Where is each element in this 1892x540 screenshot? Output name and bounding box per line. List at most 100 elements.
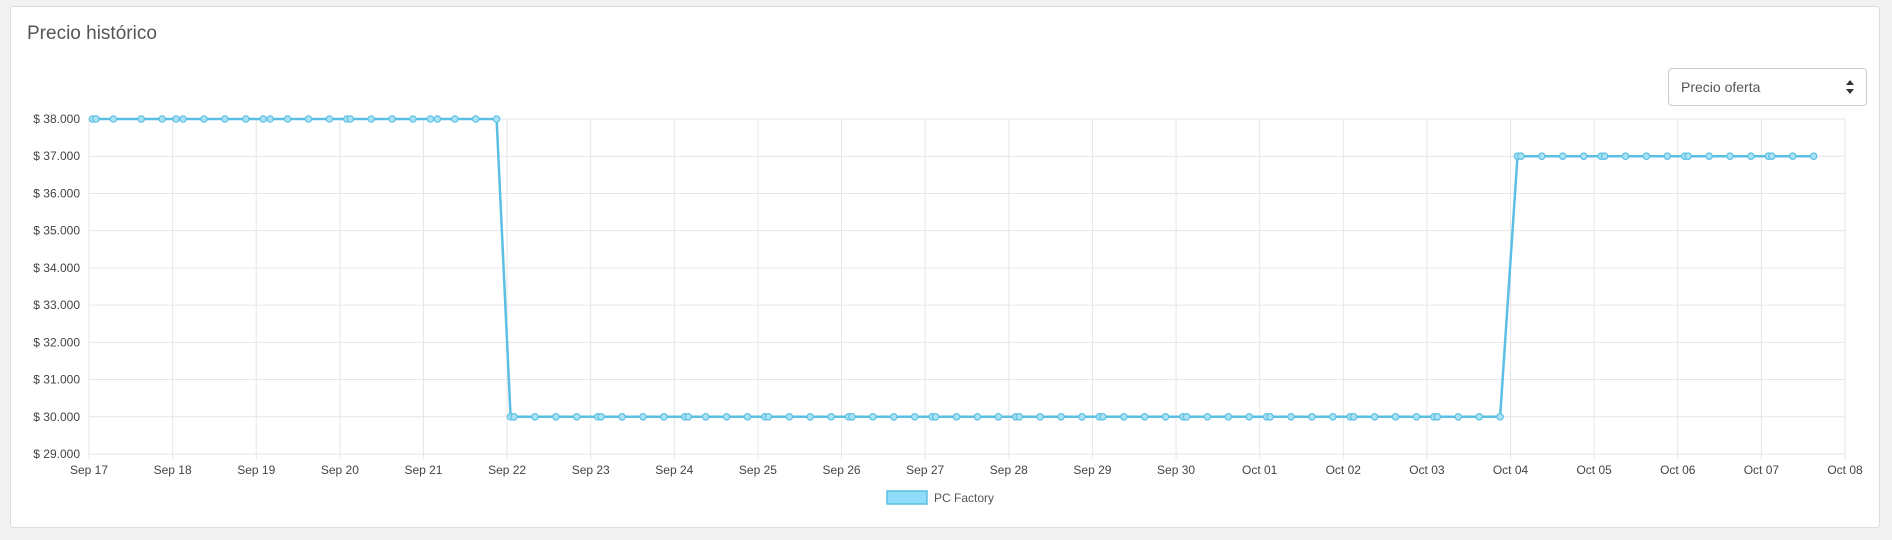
legend-label: PC Factory — [934, 491, 994, 505]
data-point — [1057, 412, 1065, 421]
data-point — [1036, 412, 1044, 421]
x-tick-label: Oct 02 — [1326, 463, 1362, 477]
data-point — [1140, 412, 1149, 421]
data-point — [388, 115, 396, 123]
panel-title: Precio histórico — [27, 23, 157, 44]
x-tick-label: Oct 01 — [1242, 463, 1278, 477]
data-point — [426, 115, 435, 123]
x-tick-label: Sep 27 — [906, 463, 944, 477]
x-tick-label: Oct 03 — [1409, 463, 1445, 477]
data-point — [367, 115, 376, 123]
x-tick-label: Sep 19 — [237, 463, 275, 477]
data-point — [1726, 152, 1734, 161]
data-point — [701, 412, 710, 421]
y-tick-label: $ 33.000 — [33, 298, 80, 312]
data-point — [1329, 412, 1337, 421]
data-point — [1684, 152, 1693, 161]
data-point — [471, 115, 480, 123]
data-point — [1287, 412, 1295, 421]
x-tick-label: Oct 07 — [1744, 463, 1780, 477]
data-point — [1454, 412, 1463, 421]
data-point — [92, 115, 100, 123]
x-tick-label: Sep 26 — [823, 463, 861, 477]
data-point — [259, 115, 268, 123]
y-tick-label: $ 38.000 — [33, 112, 80, 126]
x-tick-label: Sep 21 — [404, 463, 442, 477]
price-type-select[interactable]: Precio oferta — [1668, 68, 1867, 106]
data-point — [1579, 152, 1588, 161]
data-point — [325, 115, 334, 123]
data-point — [1182, 412, 1191, 421]
data-point — [1517, 152, 1525, 161]
data-point — [994, 412, 1003, 421]
data-point — [137, 115, 146, 123]
data-point — [304, 115, 313, 123]
data-point — [433, 115, 442, 123]
data-point — [572, 412, 581, 421]
data-point — [639, 412, 647, 421]
data-point — [743, 412, 752, 421]
x-tick-label: Sep 18 — [154, 463, 192, 477]
data-point — [1538, 152, 1546, 161]
data-point — [1496, 412, 1504, 421]
data-point — [200, 115, 208, 123]
data-point — [1412, 412, 1421, 421]
y-tick-label: $ 29.000 — [33, 447, 80, 461]
data-point — [1475, 412, 1483, 421]
data-point — [660, 412, 668, 421]
data-point — [1558, 152, 1567, 161]
x-tick-label: Oct 06 — [1660, 463, 1696, 477]
data-point — [848, 412, 856, 421]
data-point — [1768, 152, 1776, 161]
data-point — [1224, 412, 1233, 421]
data-point — [409, 115, 417, 123]
data-point — [510, 412, 518, 421]
x-tick-label: Oct 04 — [1493, 463, 1529, 477]
x-tick-label: Sep 25 — [739, 463, 777, 477]
data-point — [221, 115, 229, 123]
data-point — [1245, 412, 1254, 421]
data-point — [1203, 412, 1212, 421]
data-point — [1266, 412, 1274, 421]
price-type-select-value: Precio oferta — [1681, 79, 1761, 95]
data-point — [552, 412, 560, 421]
data-point — [1600, 152, 1609, 161]
legend-swatch — [886, 490, 928, 505]
x-tick-label: Sep 23 — [572, 463, 610, 477]
sort-caret-icon — [1846, 80, 1854, 94]
data-point — [618, 412, 626, 421]
data-point — [1663, 152, 1672, 161]
data-point — [266, 115, 274, 123]
data-point — [1433, 412, 1442, 421]
data-point — [492, 115, 501, 123]
data-point — [827, 412, 835, 421]
data-point — [684, 412, 693, 421]
data-point — [1370, 412, 1379, 421]
data-point — [283, 115, 292, 123]
price-history-panel: Precio histórico Precio oferta — [10, 6, 1880, 528]
y-tick-label: $ 37.000 — [33, 149, 80, 163]
data-point — [1015, 412, 1024, 421]
x-tick-label: Sep 28 — [990, 463, 1028, 477]
data-point — [931, 412, 940, 421]
data-point — [1809, 152, 1818, 161]
data-point — [910, 412, 919, 421]
data-point — [346, 115, 355, 123]
data-point — [1747, 152, 1755, 161]
data-point — [973, 412, 982, 421]
data-point — [764, 412, 773, 421]
data-point — [952, 412, 961, 421]
x-tick-label: Sep 30 — [1157, 463, 1195, 477]
data-point — [722, 412, 731, 421]
data-point — [531, 412, 539, 421]
data-point — [890, 412, 898, 421]
x-tick-label: Sep 24 — [655, 463, 693, 477]
x-tick-label: Sep 29 — [1073, 463, 1111, 477]
data-point — [1161, 412, 1170, 421]
y-tick-label: $ 34.000 — [33, 261, 80, 275]
data-point — [179, 115, 187, 123]
x-tick-label: Sep 20 — [321, 463, 359, 477]
data-point — [1099, 412, 1107, 421]
y-tick-label: $ 36.000 — [33, 186, 80, 200]
